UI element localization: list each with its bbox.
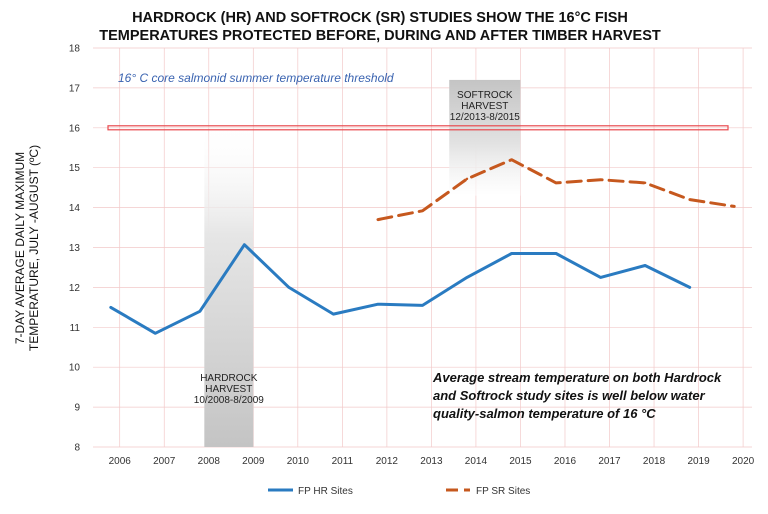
y-tick-16: 16	[69, 123, 81, 134]
annotation-line-2: and Softrock study sites is well below w…	[433, 388, 706, 403]
y-axis-label-line-2: TEMPERATURE, JULY -AUGUST (ºC)	[27, 145, 41, 351]
x-tick-2009: 2009	[242, 456, 265, 467]
y-tick-8: 8	[74, 443, 80, 454]
point-hr-11	[599, 276, 602, 279]
band-label-hardrock-harvest-1: HARVEST	[205, 384, 252, 395]
band-softrock-harvest	[449, 79, 521, 196]
annotation-line-1: Average stream temperature on both Hardr…	[432, 370, 722, 385]
band-label-hardrock-harvest-2: 10/2008-8/2009	[194, 395, 265, 406]
point-hr-2	[198, 310, 202, 313]
y-axis-label-line-1: 7-DAY AVERAGE DAILY MAXIMUM	[13, 152, 27, 344]
point-sr-0	[376, 218, 380, 221]
x-tick-2008: 2008	[198, 456, 221, 467]
point-hr-3	[243, 243, 246, 246]
point-hr-10	[554, 252, 558, 255]
point-hr-6	[376, 302, 380, 306]
band-label-hardrock-harvest-0: HARDROCK	[200, 373, 258, 384]
x-tick-2018: 2018	[643, 456, 666, 467]
y-tick-14: 14	[69, 203, 81, 214]
point-sr-3	[510, 158, 513, 161]
point-sr-2	[465, 177, 469, 181]
series-lines	[109, 158, 736, 335]
y-axis-ticks: 8 9 10 11 12 13 14 15 16 17 18	[69, 44, 81, 454]
band-label-softrock-harvest-2: 12/2013-8/2015	[450, 112, 521, 123]
x-tick-2010: 2010	[287, 456, 310, 467]
point-sr-7	[688, 198, 691, 201]
chart-title-line-1: HARDROCK (HR) AND SOFTROCK (SR) STUDIES …	[132, 10, 628, 26]
x-tick-2006: 2006	[109, 456, 132, 467]
threshold: 16° C core salmonid summer temperature t…	[107, 71, 729, 131]
band-hardrock-harvest	[204, 119, 254, 447]
threshold-label: 16° C core salmonid summer temperature t…	[118, 71, 394, 85]
x-tick-2016: 2016	[554, 456, 577, 467]
point-sr-6	[643, 181, 647, 185]
y-tick-18: 18	[69, 44, 81, 55]
x-tick-2014: 2014	[465, 456, 488, 467]
point-hr-0	[109, 306, 113, 309]
x-tick-2015: 2015	[509, 456, 532, 467]
point-hr-12	[643, 264, 647, 267]
point-sr-4	[554, 181, 558, 185]
y-tick-11: 11	[70, 323, 81, 334]
y-tick-15: 15	[69, 163, 81, 174]
legend-hr-label: FP HR Sites	[298, 486, 353, 497]
y-tick-12: 12	[69, 283, 81, 294]
band-label-softrock-harvest-0: SOFTROCK	[457, 90, 513, 101]
annotation-line-3: quality-salmon temperature of 16 °C	[433, 406, 656, 421]
y-tick-9: 9	[74, 403, 80, 414]
point-hr-4	[287, 286, 291, 289]
legend-sr-label: FP SR Sites	[476, 486, 530, 497]
point-sr-1	[421, 209, 424, 212]
band-label-softrock-harvest-1: HARVEST	[461, 101, 508, 112]
x-tick-2013: 2013	[420, 456, 443, 467]
point-hr-8	[465, 276, 469, 279]
point-hr-5	[332, 312, 335, 316]
point-sr-5	[599, 178, 602, 181]
y-tick-17: 17	[69, 83, 81, 94]
point-hr-7	[421, 304, 424, 307]
x-tick-2019: 2019	[687, 456, 710, 467]
x-tick-2011: 2011	[332, 456, 354, 467]
chart-title-line-2: TEMPERATURES PROTECTED BEFORE, DURING AN…	[99, 28, 661, 44]
legend: FP HR Sites FP SR Sites	[268, 486, 530, 497]
x-tick-2020: 2020	[732, 456, 755, 467]
x-axis-ticks: 2006 2007 2008 2009 2010 2011 2012 2013 2014 2015…	[109, 456, 755, 467]
point-sr-8	[732, 205, 736, 208]
series-line-hr	[109, 243, 692, 335]
point-hr-9	[510, 252, 513, 255]
y-tick-13: 13	[69, 243, 81, 254]
point-hr-13	[688, 286, 691, 289]
harvest-bands: HARDROCKHARVEST10/2008-8/2009SOFTROCKHAR…	[194, 79, 521, 447]
y-tick-10: 10	[69, 363, 81, 374]
x-tick-2012: 2012	[376, 456, 399, 467]
x-tick-2007: 2007	[153, 456, 176, 467]
threshold-line	[107, 125, 729, 131]
x-tick-2017: 2017	[598, 456, 621, 467]
point-hr-1	[154, 332, 157, 335]
